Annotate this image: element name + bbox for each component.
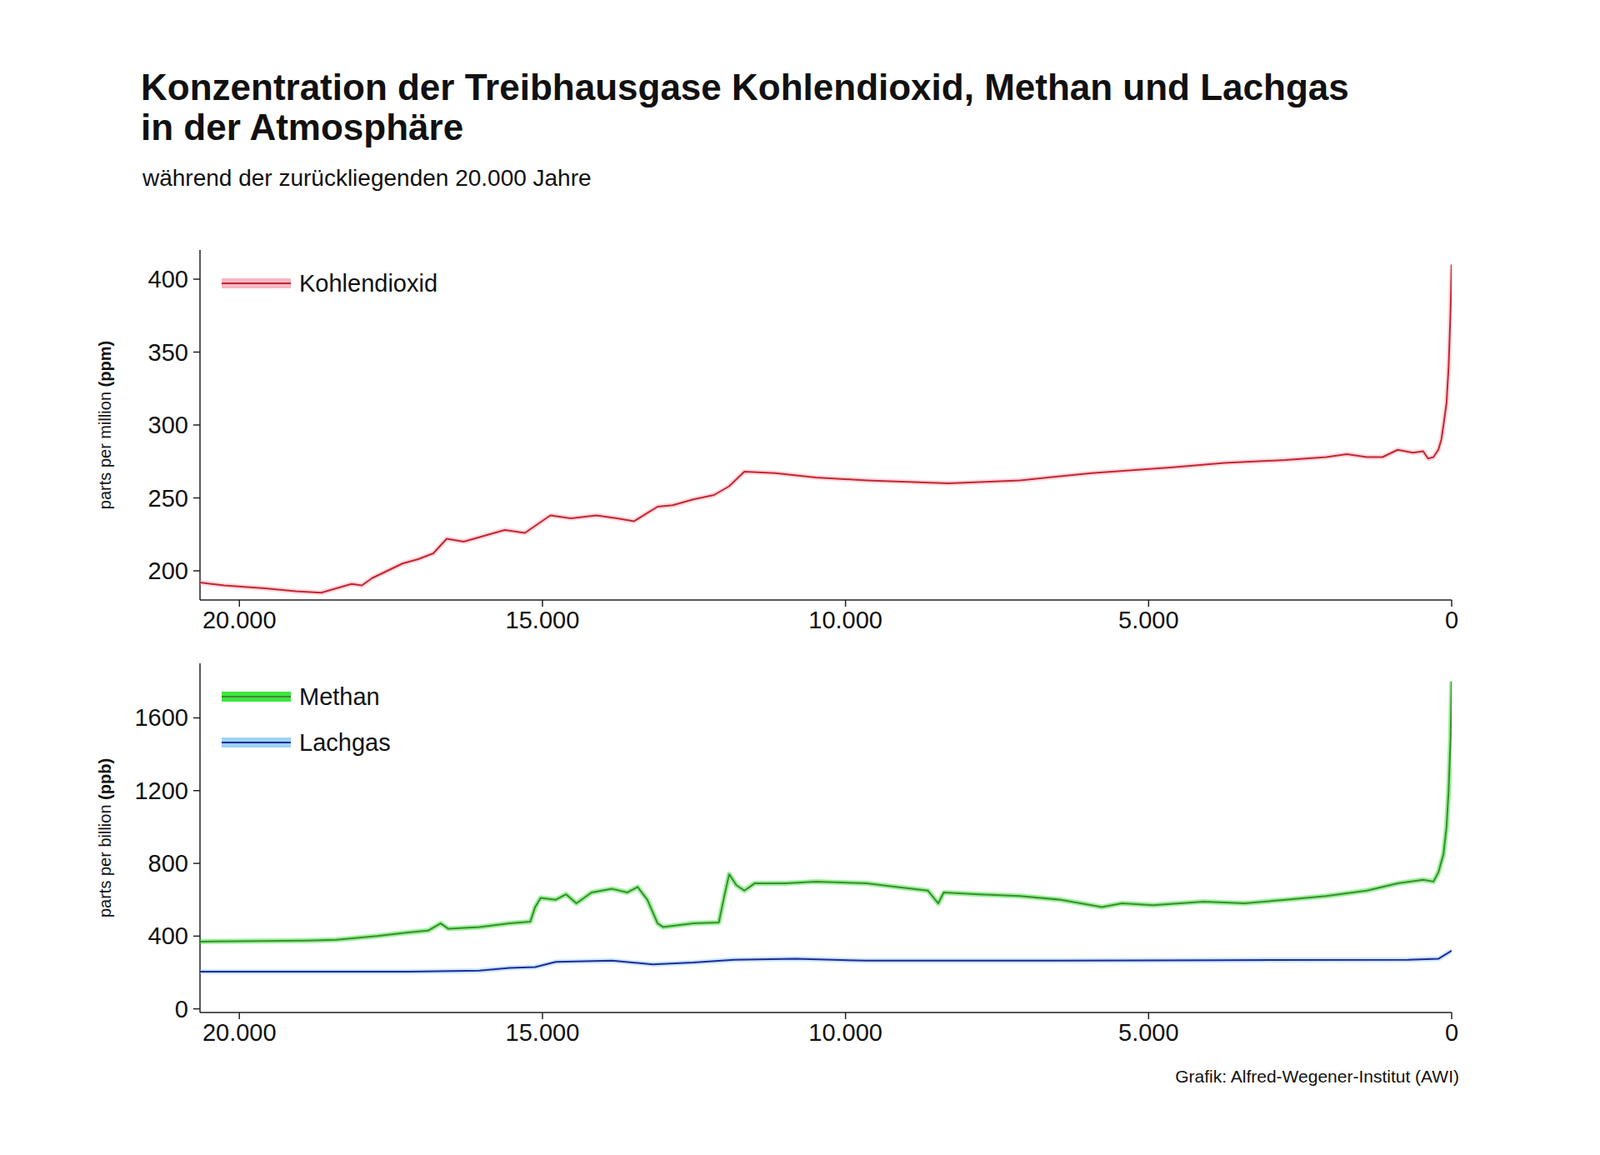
y-axis: [199, 663, 201, 1013]
x-tick-label: 20.000: [202, 606, 277, 634]
y-tick: [193, 497, 200, 500]
legend-label: Lachgas: [299, 729, 391, 756]
y-tick-label: 300: [148, 411, 189, 439]
x-tick-label: 5.000: [1118, 606, 1180, 634]
y-tick-label: 200: [148, 557, 189, 585]
y-tick-label: 1200: [134, 777, 189, 805]
x-tick: [845, 600, 847, 607]
y-tick-label: 400: [148, 265, 189, 293]
x-axis: [200, 1011, 1452, 1014]
y-tick-label: 0: [175, 995, 189, 1023]
x-tick-label: 15.000: [505, 606, 580, 634]
y-tick: [193, 424, 200, 426]
y-tick: [193, 935, 200, 938]
x-tick: [239, 1012, 241, 1020]
plot-0: 200 250 300 350 400 20.000 15.000 10.000 5.000 0 p…: [95, 250, 1459, 634]
x-tick-label: 10.000: [808, 1019, 883, 1046]
legend-swatch-band: [221, 691, 291, 702]
y-tick: [193, 570, 200, 572]
legend-label: Methan: [299, 683, 380, 710]
source-note: Grafik: Alfred-Wegener-Institut (AWI): [1175, 1066, 1460, 1086]
y-tick-label: 350: [148, 339, 189, 366]
y-label-unit: (ppb): [95, 758, 115, 800]
legend-swatch-band: [221, 278, 291, 289]
x-tick-label: 15.000: [505, 1019, 580, 1046]
legend-label: Kohlendioxid: [299, 270, 438, 297]
y-tick: [193, 278, 200, 280]
series-group: [200, 681, 1452, 972]
y-label-text: parts per billion: [95, 800, 115, 918]
legend-swatch-line: [221, 282, 291, 285]
series-group: [200, 265, 1452, 594]
x-tick: [541, 1012, 544, 1020]
series-band: [200, 950, 1452, 972]
x-tick: [239, 600, 241, 607]
x-tick: [845, 1012, 847, 1020]
y-tick: [193, 717, 200, 720]
background: [0, 0, 1600, 1155]
series-band: [200, 265, 1452, 594]
title-line: in der Atmosphäre: [140, 106, 464, 148]
x-tick-label: 0: [1445, 606, 1459, 634]
legend-swatch-line: [221, 695, 291, 698]
chart-root: Konzentration der Treibhausgase Kohlendi…: [0, 0, 1600, 1155]
x-tick: [541, 600, 544, 607]
x-axis: [200, 599, 1452, 601]
y-tick: [193, 790, 200, 792]
plot-1: 0 400 800 1200 1600 20.000 15.000 10.000 5.000 0 p…: [95, 663, 1460, 1086]
y-tick-label: 1600: [134, 704, 189, 731]
series-line: [200, 950, 1452, 972]
y-tick: [193, 351, 200, 354]
x-tick-label: 5.000: [1118, 1019, 1180, 1046]
title: Konzentration der Treibhausgase Kohlendi…: [140, 66, 1350, 148]
subtitle: während der zurückliegenden 20.000 Jahre: [141, 165, 592, 191]
x-tick-label: 0: [1445, 1019, 1459, 1046]
x-tick-label: 10.000: [808, 606, 883, 634]
legend-swatch-line: [221, 741, 291, 744]
x-tick-label: 20.000: [202, 1019, 277, 1046]
x-tick: [1450, 600, 1453, 607]
y-axis-label: parts per billion (ppb): [95, 758, 115, 918]
y-tick: [193, 862, 200, 865]
series-band: [200, 681, 1452, 942]
title-line: Konzentration der Treibhausgase Kohlendi…: [140, 66, 1350, 108]
x-tick: [1148, 600, 1150, 607]
y-label-unit: (ppm): [95, 340, 115, 388]
y-tick: [193, 1008, 200, 1010]
y-tick-label: 250: [148, 485, 189, 512]
y-tick-label: 800: [148, 850, 189, 877]
y-tick-label: 400: [148, 922, 189, 950]
y-axis-label: parts per million (ppm): [95, 340, 115, 510]
y-label-text: parts per million: [95, 386, 115, 510]
series-line: [200, 265, 1452, 594]
series-line: [200, 681, 1452, 942]
legend-swatch-band: [221, 737, 291, 748]
x-tick: [1148, 1012, 1150, 1020]
x-tick: [1450, 1012, 1453, 1020]
